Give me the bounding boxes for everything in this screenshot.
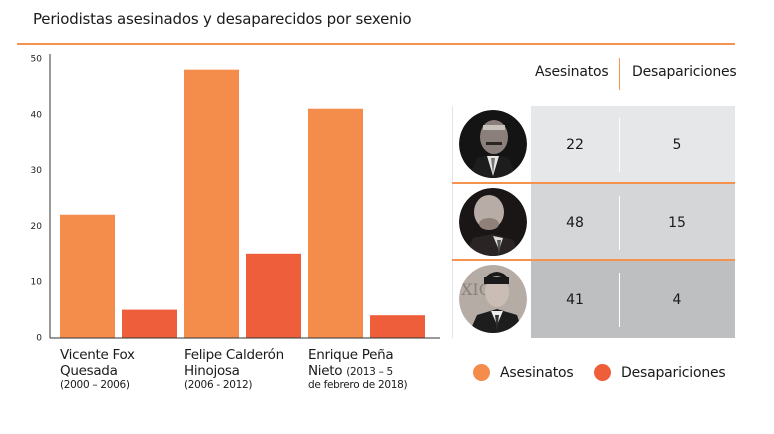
svg-text:XIC: XIC <box>461 280 491 299</box>
legend-item-asesinatos: Asesinatos <box>473 364 574 381</box>
bar-asesinatos-2 <box>308 108 363 338</box>
y-tick-label: 20 <box>31 222 43 232</box>
category-label-pena: Enrique Peña Nieto (2013 – 5 de febrero … <box>308 347 408 391</box>
y-tick-label: 0 <box>36 334 42 344</box>
y-tick-label: 30 <box>31 166 43 176</box>
legend-label: Desapariciones <box>621 364 726 381</box>
category-name-line2: Nieto <box>308 363 343 379</box>
category-label-fox: Vicente Fox Quesada (2000 – 2006) <box>60 347 135 391</box>
y-tick-label: 40 <box>31 110 43 120</box>
category-name-line1: Felipe Calderón <box>184 347 284 363</box>
y-axis-ticks: 0 10 20 30 40 50 <box>31 55 43 344</box>
row-divider <box>452 259 735 261</box>
category-period: de febrero de 2018) <box>308 379 408 391</box>
table-header-separator <box>619 58 620 90</box>
table-row: 22 5 <box>452 106 735 183</box>
photo-cell <box>452 106 531 183</box>
row-divider <box>452 182 735 184</box>
legend-swatch-asesinatos <box>473 364 490 381</box>
cell-separator <box>619 273 620 327</box>
bar-desapariciones-1 <box>246 253 301 338</box>
desapariciones-value: 4 <box>672 291 682 308</box>
bar-asesinatos-1 <box>184 69 239 338</box>
category-period: (2006 - 2012) <box>184 379 253 391</box>
asesinatos-value: 48 <box>566 214 584 231</box>
category-name-line1: Enrique Peña <box>308 347 394 363</box>
chart-title: Periodistas asesinados y desaparecidos p… <box>33 10 412 28</box>
legend-item-desapariciones: Desapariciones <box>594 364 726 381</box>
asesinatos-value: 22 <box>566 136 584 153</box>
desapariciones-value: 5 <box>672 136 682 153</box>
category-period: (2000 – 2006) <box>60 379 130 391</box>
avatar-vicente-fox <box>459 110 527 178</box>
title-rule <box>17 43 735 45</box>
legend-swatch-desapariciones <box>594 364 611 381</box>
category-label-calderon: Felipe Calderón Hinojosa (2006 - 2012) <box>184 347 284 391</box>
category-name-line1: Vicente Fox <box>60 347 135 363</box>
data-cell: 48 15 <box>531 184 735 261</box>
y-tick-label: 10 <box>31 278 43 288</box>
table-row: XIC 41 4 <box>452 261 735 338</box>
avatar-felipe-calderon <box>459 188 527 256</box>
asesinatos-value: 41 <box>566 291 584 308</box>
table-header-asesinatos: Asesinatos <box>535 64 609 80</box>
avatar-enrique-pena-nieto: XIC <box>459 265 527 333</box>
cell-separator <box>619 118 620 172</box>
bars <box>60 69 425 338</box>
category-name-line2: Quesada <box>60 363 118 379</box>
table-header-desapariciones: Desapariciones <box>632 64 737 80</box>
data-cell: 41 4 <box>531 261 735 338</box>
category-period-inline: (2013 – 5 <box>346 366 393 378</box>
y-tick-label: 50 <box>31 55 43 65</box>
photo-cell: XIC <box>452 261 531 338</box>
bar-asesinatos-0 <box>60 214 115 338</box>
legend-label: Asesinatos <box>500 364 574 381</box>
desapariciones-value: 15 <box>668 214 686 231</box>
table-row: 48 15 <box>452 184 735 261</box>
photo-cell <box>452 184 531 261</box>
bar-desapariciones-0 <box>122 309 177 338</box>
cell-separator <box>619 196 620 250</box>
bar-desapariciones-2 <box>370 315 425 338</box>
data-cell: 22 5 <box>531 106 735 183</box>
category-name-line2: Hinojosa <box>184 363 240 379</box>
